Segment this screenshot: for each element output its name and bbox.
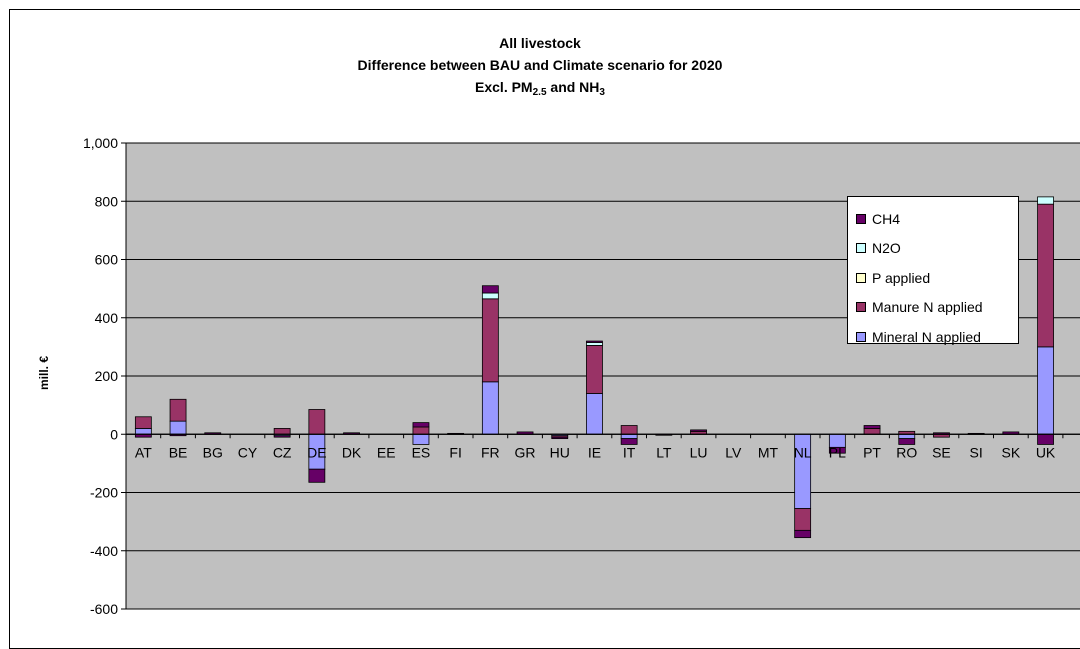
bar-segment [898, 433, 916, 440]
x-tick-label: FR [481, 444, 500, 460]
x-tick-label: IT [623, 444, 636, 460]
legend-item: P applied [848, 263, 1018, 293]
bar-segment [481, 298, 499, 383]
x-tick-label: DE [307, 444, 326, 460]
x-tick-label: BG [203, 444, 223, 460]
bar-segment [1037, 433, 1054, 445]
bar-segment [481, 292, 499, 300]
x-tick-label: LT [656, 444, 672, 460]
x-tick-label: BE [169, 444, 188, 460]
bar-segment [620, 433, 638, 440]
y-tick-label: 600 [95, 252, 119, 268]
y-tick-label: -200 [90, 485, 118, 501]
x-tick-label: ES [412, 444, 431, 460]
bar-segment [828, 446, 846, 454]
legend-swatch [856, 243, 866, 254]
x-tick-label: CY [238, 444, 258, 460]
title-line-2: Difference between BAU and Climate scena… [357, 57, 723, 73]
legend-label: CH4 [872, 210, 901, 227]
chart-title: All livestock Difference between BAU and… [0, 32, 1080, 98]
x-tick-label: IE [588, 444, 601, 460]
bar-segment [1037, 203, 1054, 348]
legend-label: P applied [872, 269, 931, 286]
legend-item: N2O [848, 234, 1018, 264]
y-tick-label: -400 [90, 543, 118, 559]
bar-segment [1037, 196, 1054, 205]
bar-segment [481, 285, 499, 294]
y-tick-label: 1,000 [83, 135, 118, 151]
title-line-3: Excl. PM2.5 and NH3 [0, 76, 1080, 98]
y-tick-label: 0 [110, 426, 118, 442]
legend-item: Manure N applied [848, 293, 1018, 323]
x-tick-label: LV [725, 444, 742, 460]
bar-segment [308, 468, 326, 483]
x-tick-label: EE [377, 444, 396, 460]
bar-segment [863, 425, 881, 429]
x-tick-label: RO [896, 444, 917, 460]
bar-segment [481, 381, 499, 435]
x-tick-label: CZ [273, 444, 292, 460]
x-tick-label: PT [863, 444, 881, 460]
title-line-3-middle: and NH [546, 79, 600, 95]
x-tick-label: AT [135, 444, 152, 460]
bar-segment [620, 425, 638, 435]
bar-segment [169, 420, 187, 435]
bar-segment [273, 435, 291, 438]
bar-segment [412, 426, 430, 435]
x-tick-label: HU [550, 444, 570, 460]
legend-label: Mineral N applied [872, 328, 981, 345]
x-tick-label: FI [449, 444, 461, 460]
legend-swatch [856, 331, 866, 342]
legend-swatch [856, 213, 866, 224]
x-tick-label: MT [758, 444, 779, 460]
legend-item: CH4 [848, 204, 1018, 234]
y-tick-label: 200 [95, 368, 119, 384]
x-tick-label: UK [1036, 444, 1056, 460]
bar-segment [412, 422, 430, 428]
legend: CH4 N2O P applied Manure N applied Mineral N… [847, 196, 1019, 345]
legend-label: Manure N applied [872, 299, 983, 316]
x-tick-label: SE [932, 444, 951, 460]
legend-label: N2O [872, 240, 901, 257]
bar-segment [169, 398, 187, 422]
y-tick-label: -600 [90, 601, 118, 617]
title-line-3-prefix: Excl. PM [475, 79, 533, 95]
bar-segment [620, 438, 638, 445]
bar-segment [412, 433, 430, 445]
legend-swatch [856, 272, 866, 283]
bar-segment [586, 340, 603, 343]
legend-item: Mineral N applied [848, 322, 1018, 352]
bar-segment [690, 429, 707, 432]
x-tick-label: SK [1002, 444, 1021, 460]
bar-segment [551, 436, 569, 440]
bar-segment [134, 428, 152, 435]
bar-segment [794, 508, 812, 531]
x-tick-label: PL [829, 444, 846, 460]
x-tick-label: NL [794, 444, 812, 460]
legend-swatch [856, 302, 866, 313]
bar-segment [898, 438, 916, 445]
bar-segment [273, 428, 291, 435]
bar-segment [586, 342, 603, 346]
bar-segment [863, 428, 881, 435]
bar-segment [134, 416, 152, 429]
y-tick-label: 400 [95, 310, 119, 326]
nh-subscript: 3 [599, 87, 605, 98]
y-tick-label: 800 [95, 193, 119, 209]
x-tick-label: SI [970, 444, 983, 460]
bar-segment [308, 409, 326, 435]
pm-subscript: 2.5 [532, 87, 547, 98]
x-tick-label: DK [342, 444, 362, 460]
bar-segment [794, 529, 812, 539]
bar-segment [586, 393, 603, 435]
x-tick-label: LU [690, 444, 708, 460]
x-tick-label: GR [515, 444, 536, 460]
title-line-1: All livestock [499, 35, 581, 51]
bar-segment [1037, 346, 1054, 435]
bar-segment [586, 345, 603, 394]
